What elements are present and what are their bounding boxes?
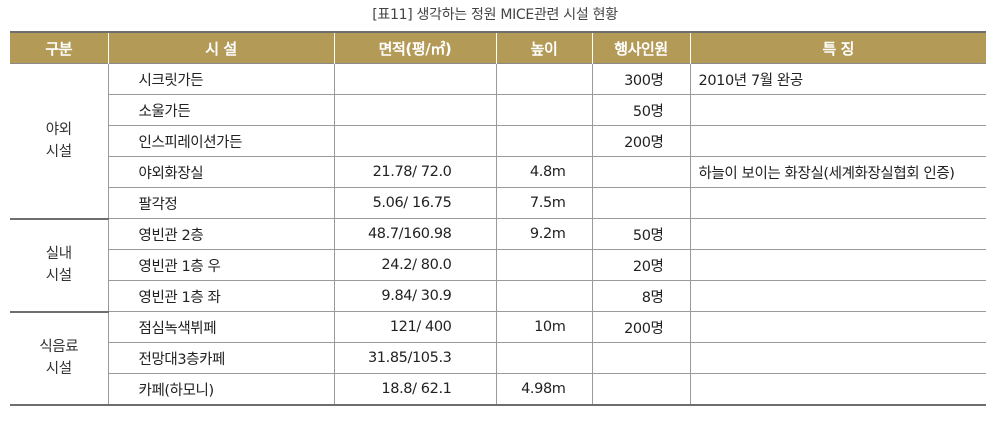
area-cell: 48.7/160.98 — [333, 218, 497, 250]
feature-cell: 2010년 7월 완공 — [689, 63, 986, 95]
header-area: 면적(평/㎡) — [333, 32, 496, 64]
category-label-line1: 야외 — [45, 121, 72, 138]
table-row: 인스피레이션가든 200명 — [10, 125, 986, 157]
facility-cell: 영빈관 1층 우 — [107, 249, 335, 281]
table-body: 야외 시설 시크릿가든 300명 2010년 7월 완공 소울가든 50명 인스피레이션가든 2… — [10, 63, 986, 406]
category-label-line1: 식음료 — [39, 339, 79, 356]
capacity-cell: 20명 — [591, 249, 691, 281]
facility-cell: 영빈관 1층 좌 — [107, 280, 335, 312]
mice-facilities-table: 구분 시 설 면적(평/㎡) 높이 행사인원 특 징 야외 시설 시크릿가든 300명… — [10, 31, 986, 406]
table-row: 카페(하모니) 18.8/ 62.1 4.98m — [10, 373, 986, 406]
height-cell — [495, 63, 593, 95]
feature-cell — [689, 125, 986, 157]
capacity-cell — [591, 342, 691, 374]
area-cell: 121/ 400 — [333, 311, 497, 343]
table-row: 전망대3층카페 31.85/105.3 — [10, 342, 986, 374]
table-row: 팔각정 5.06/ 16.75 7.5m — [10, 187, 986, 219]
feature-cell — [689, 342, 986, 374]
header-category: 구분 — [10, 32, 108, 64]
feature-cell — [689, 218, 986, 250]
height-cell — [495, 125, 593, 157]
feature-cell: 하늘이 보이는 화장실(세계화장실협회 인증) — [689, 156, 986, 188]
height-cell: 9.2m — [495, 218, 593, 250]
feature-cell — [689, 311, 986, 343]
area-cell: 5.06/ 16.75 — [333, 187, 497, 219]
area-cell: 9.84/ 30.9 — [333, 280, 497, 312]
facility-cell: 팔각정 — [107, 187, 335, 219]
table-row: 야외화장실 21.78/ 72.0 4.8m 하늘이 보이는 화장실(세계화장실협회 … — [10, 156, 986, 188]
header-feature: 특 징 — [689, 32, 986, 64]
capacity-cell: 200명 — [591, 311, 691, 343]
capacity-cell: 300명 — [591, 63, 691, 95]
area-cell: 24.2/ 80.0 — [333, 249, 497, 281]
facility-cell: 야외화장실 — [107, 156, 335, 188]
facility-cell: 인스피레이션가든 — [107, 125, 335, 157]
header-capacity: 행사인원 — [591, 32, 690, 64]
height-cell — [495, 249, 593, 281]
table-header-row: 구분 시 설 면적(평/㎡) 높이 행사인원 특 징 — [10, 32, 986, 64]
category-label-line2: 시설 — [45, 361, 72, 378]
height-cell: 4.98m — [495, 373, 593, 406]
category-label-line2: 시설 — [45, 268, 72, 284]
capacity-cell — [591, 373, 691, 406]
area-cell — [333, 63, 497, 95]
table-row: 영빈관 1층 좌 9.84/ 30.9 8명 — [10, 280, 986, 312]
table-caption: [표11] 생각하는 정원 MICE관련 시설 현황 — [372, 7, 618, 23]
height-cell — [495, 94, 593, 126]
area-cell: 18.8/ 62.1 — [333, 373, 497, 406]
table-row: 야외 시설 시크릿가든 300명 2010년 7월 완공 — [10, 63, 986, 220]
capacity-cell — [591, 187, 691, 219]
area-cell — [333, 94, 497, 126]
feature-cell — [689, 187, 986, 219]
header-height: 높이 — [495, 32, 592, 64]
table-row: 소울가든 50명 — [10, 94, 986, 126]
table-row: 실내 시설 영빈관 2층 48.7/160.98 9.2m 50명 — [10, 218, 986, 313]
facility-cell: 카페(하모니) — [107, 373, 335, 406]
header-facility: 시 설 — [107, 32, 334, 64]
feature-cell — [689, 94, 986, 126]
area-cell: 21.78/ 72.0 — [333, 156, 497, 188]
facility-cell: 전망대3층카페 — [107, 342, 335, 374]
facility-cell: 점심녹색뷔페 — [107, 311, 335, 343]
table-row: 영빈관 1층 우 24.2/ 80.0 20명 — [10, 249, 986, 281]
height-cell: 10m — [495, 311, 593, 343]
feature-cell — [689, 249, 986, 281]
facility-cell: 영빈관 2층 — [107, 218, 335, 250]
height-cell: 7.5m — [495, 187, 593, 219]
capacity-cell: 200명 — [591, 125, 691, 157]
height-cell: 4.8m — [495, 156, 593, 188]
feature-cell — [689, 280, 986, 312]
height-cell — [495, 342, 593, 374]
capacity-cell: 8명 — [591, 280, 691, 312]
area-cell — [333, 125, 497, 157]
area-cell: 31.85/105.3 — [333, 342, 497, 374]
category-label-line1: 실내 — [45, 246, 72, 262]
table-row: 식음료 시설 점심녹색뷔페 121/ 400 10m 200명 — [10, 311, 986, 406]
feature-cell — [689, 373, 986, 406]
capacity-cell: 50명 — [591, 218, 691, 250]
facility-cell: 시크릿가든 — [107, 63, 335, 95]
height-cell — [495, 280, 593, 312]
facility-cell: 소울가든 — [107, 94, 335, 126]
category-label-line2: 시설 — [45, 143, 72, 160]
capacity-cell: 50명 — [591, 94, 691, 126]
capacity-cell — [591, 156, 691, 188]
